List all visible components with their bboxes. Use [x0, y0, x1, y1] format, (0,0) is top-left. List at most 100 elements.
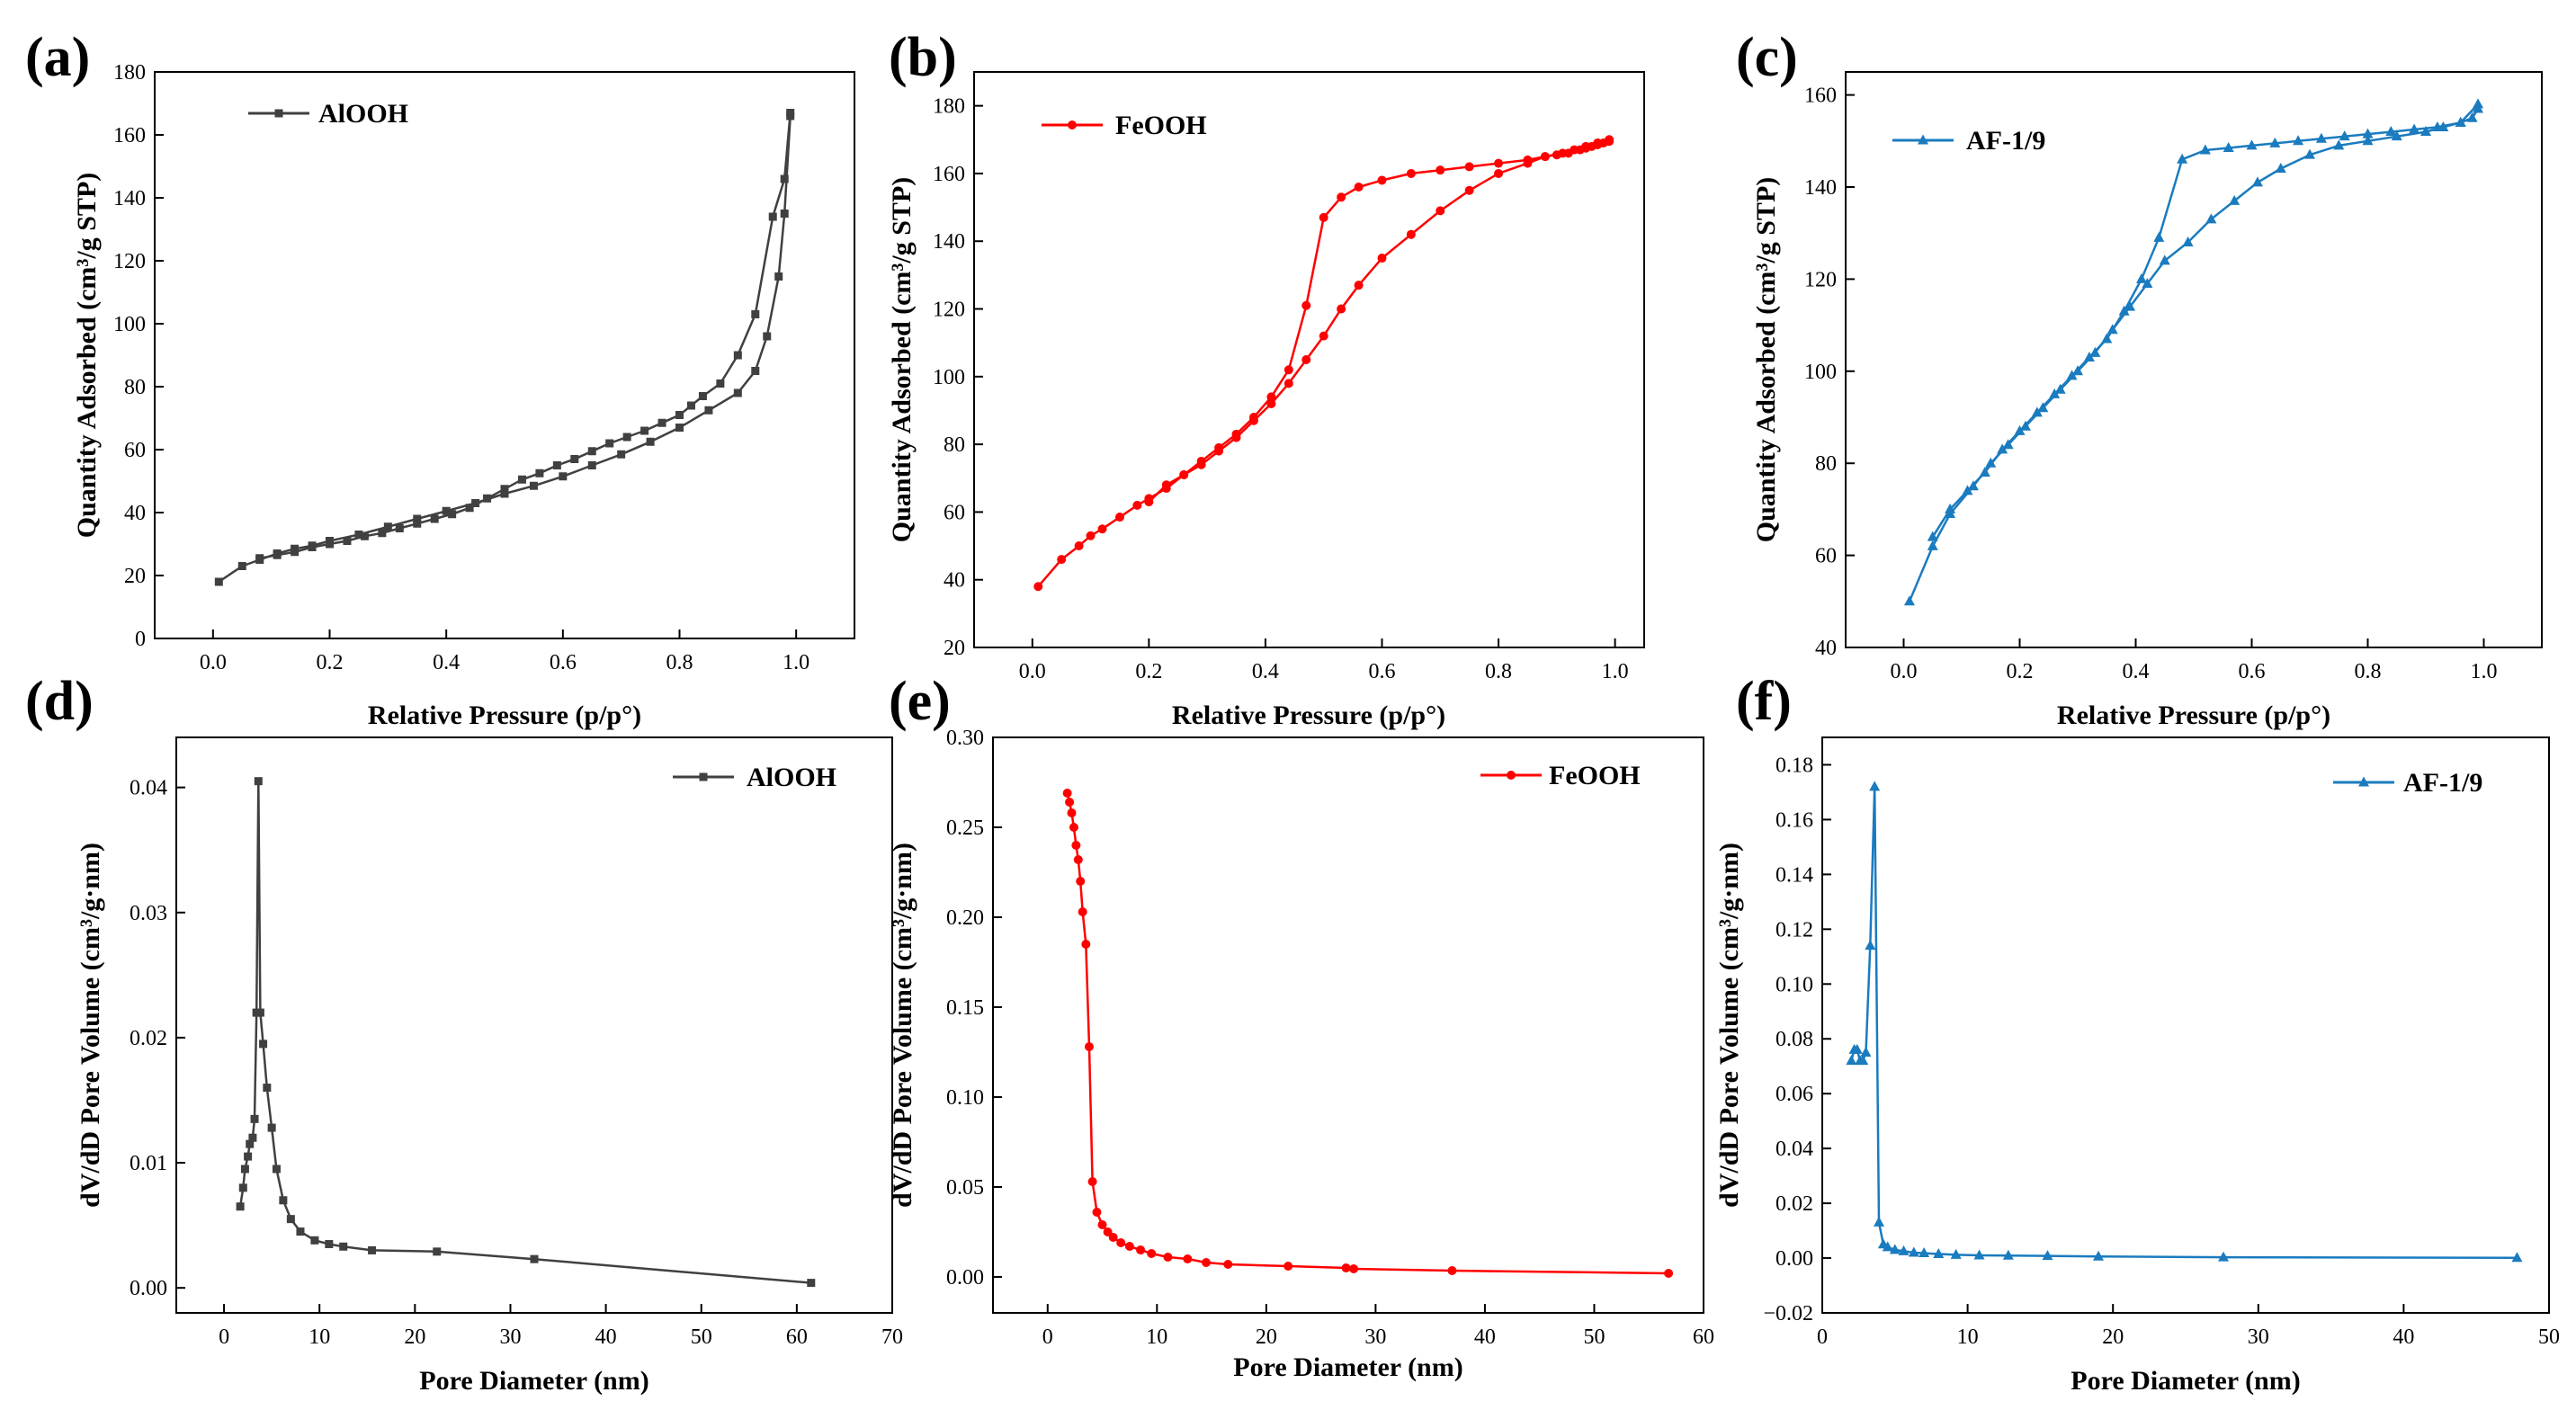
data-point [1985, 457, 1997, 468]
data-point [1179, 470, 1189, 479]
panel-letter: (c) [1736, 27, 1798, 88]
data-point [1337, 304, 1346, 314]
data-point [1406, 168, 1416, 178]
data-point [273, 550, 282, 559]
legend-marker-shape [1068, 120, 1077, 129]
data-point [2385, 126, 2397, 137]
data-point [1033, 582, 1043, 592]
data-point [1851, 1043, 1863, 1054]
data-point [291, 548, 300, 557]
legend-marker-shape [699, 772, 708, 781]
data-point [733, 388, 742, 397]
data-point [2118, 305, 2130, 316]
y-tick-label: 160 [933, 163, 965, 186]
data-point [1436, 206, 1445, 216]
data-point [1202, 1258, 1211, 1267]
x-tick-label: 0 [1042, 1325, 1053, 1349]
data-point [2455, 116, 2466, 127]
data-point [1086, 531, 1096, 540]
plot-marks [1846, 781, 2523, 1263]
data-point [248, 1133, 257, 1142]
x-tick-label: 0.0 [1019, 660, 1046, 683]
data-point [1057, 555, 1067, 565]
x-tick-label: 0.6 [1368, 660, 1395, 683]
data-point [1144, 497, 1154, 507]
data-point [530, 1254, 539, 1263]
y-tick-label: 0.30 [946, 727, 984, 750]
data-point [1882, 1241, 1893, 1252]
data-point [2049, 388, 2061, 398]
data-point [430, 514, 439, 523]
y-axis-title: dV/dD Pore Volume (cm³/g·nm) [1714, 843, 1744, 1208]
plot-marks [1903, 98, 2484, 606]
x-axis-title: Pore Diameter (nm) [2071, 1366, 2300, 1396]
data-point [2251, 176, 2263, 187]
y-tick-label: 80 [944, 433, 965, 457]
plot-frame [1821, 736, 2550, 1314]
x-tick-label: 0.4 [2123, 660, 2150, 683]
x-tick-label: 50 [1583, 1325, 1605, 1349]
x-axis-title: Pore Diameter (nm) [419, 1366, 648, 1396]
legend: AF-1/9 [2333, 768, 2482, 798]
y-tick-label: 160 [1804, 85, 1837, 108]
data-point [1147, 1249, 1157, 1258]
data-point [1919, 1247, 1930, 1258]
data-point [238, 1183, 247, 1192]
y-tick-label: 0.04 [130, 777, 167, 800]
y-tick-label: 120 [113, 250, 146, 273]
data-point [1377, 254, 1387, 263]
x-tick-label: 20 [404, 1325, 425, 1349]
data-point [2466, 112, 2478, 122]
y-axis-title: Quantity Adsorbed (cm³/g STP) [72, 173, 102, 539]
data-point [1266, 392, 1276, 402]
x-tick-label: 0.2 [317, 651, 344, 674]
data-point [587, 461, 596, 469]
series-line [1066, 792, 1669, 1275]
data-point [325, 1239, 334, 1248]
x-tick-label: 50 [2538, 1325, 2560, 1349]
x-tick-label: 0.2 [1135, 660, 1162, 683]
data-point [378, 529, 387, 538]
data-point [716, 379, 725, 388]
data-point [2142, 278, 2153, 289]
data-point [2362, 135, 2374, 146]
data-point [1132, 500, 1142, 510]
data-point [2473, 98, 2484, 109]
data-point [2269, 137, 2281, 147]
y-tick-label: 0.06 [1775, 1083, 1813, 1106]
panel-f: (f) 0 10 20 30 40 50 −0.02 0.00 0.02 0.04 0.06 0.08… [1714, 671, 2560, 1396]
data-point [1069, 823, 1078, 832]
data-point [1114, 513, 1124, 522]
data-point [1874, 1216, 1885, 1227]
data-point [2246, 139, 2258, 150]
data-point [786, 109, 795, 117]
data-point [1231, 429, 1241, 439]
plot-frame [973, 71, 1645, 648]
data-point [240, 1165, 249, 1174]
x-tick-label: 30 [2248, 1325, 2269, 1349]
y-tick-label: 80 [124, 376, 146, 399]
data-point [1997, 443, 2008, 454]
panel-c: (c) 0.0 0.2 0.4 0.6 0.8 1.0 40 60 80 100 120 140 160… [1736, 27, 2543, 730]
data-point [1319, 331, 1328, 341]
data-point [763, 332, 772, 341]
data-point [263, 1084, 272, 1093]
y-tick-label: 80 [1815, 452, 1837, 476]
data-point [774, 272, 783, 281]
legend: AF-1/9 [1892, 126, 2045, 156]
legend-label: AlOOH [747, 763, 836, 792]
data-point [1065, 798, 1075, 807]
y-tick-label: 0.02 [1775, 1192, 1813, 1216]
data-point [354, 531, 363, 539]
data-point [255, 554, 264, 563]
data-point [2339, 130, 2350, 141]
data-point [2409, 123, 2420, 134]
data-point [326, 540, 334, 549]
data-point [570, 455, 579, 463]
data-point [768, 212, 777, 221]
data-point [1354, 183, 1364, 192]
data-point [2315, 132, 2327, 143]
legend: AlOOH [248, 99, 408, 129]
legend-marker [1507, 771, 1516, 780]
